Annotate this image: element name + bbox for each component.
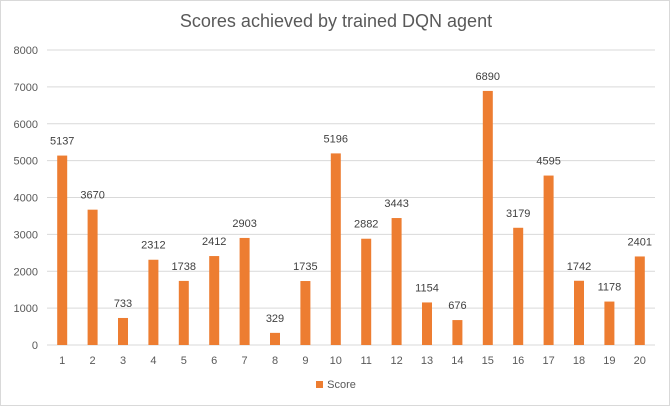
data-label: 2312 xyxy=(141,240,165,252)
bar xyxy=(452,320,463,345)
data-label: 2903 xyxy=(232,218,256,230)
data-label: 5196 xyxy=(324,133,348,145)
bar xyxy=(330,153,341,345)
legend-swatch xyxy=(316,381,324,388)
legend-label: Score xyxy=(327,379,356,391)
data-label: 3179 xyxy=(506,208,530,220)
x-tick-label: 10 xyxy=(330,355,342,367)
x-tick-label: 3 xyxy=(120,355,126,367)
y-tick-label: 6000 xyxy=(14,119,38,131)
bar xyxy=(513,227,524,345)
bar xyxy=(604,301,615,345)
x-tick-label: 13 xyxy=(421,355,433,367)
bar xyxy=(239,237,250,345)
x-tick-label: 11 xyxy=(360,355,371,367)
y-tick-label: 0 xyxy=(32,340,38,352)
y-tick-label: 4000 xyxy=(14,193,38,205)
bar xyxy=(634,256,645,345)
bar xyxy=(148,259,159,345)
bar xyxy=(300,281,311,345)
y-tick-label: 8000 xyxy=(14,45,38,57)
x-tick-label: 19 xyxy=(603,355,615,367)
chart-title: Scores achieved by trained DQN agent xyxy=(179,11,493,31)
y-tick-label: 2000 xyxy=(14,266,38,278)
bar xyxy=(543,175,554,345)
x-tick-label: 8 xyxy=(272,355,278,367)
data-label: 4595 xyxy=(536,156,560,168)
bar xyxy=(391,218,402,345)
bar xyxy=(87,209,98,345)
y-tick-label: 3000 xyxy=(14,229,38,241)
x-tick-label: 1 xyxy=(59,355,65,367)
bar xyxy=(209,256,220,345)
data-label: 329 xyxy=(266,313,284,325)
bar xyxy=(178,280,189,345)
data-label: 1742 xyxy=(567,261,591,273)
data-label: 2401 xyxy=(628,236,652,248)
data-label: 733 xyxy=(114,298,132,310)
data-label: 5137 xyxy=(50,136,74,148)
y-tick-label: 7000 xyxy=(14,82,38,94)
bar xyxy=(270,332,280,345)
bar xyxy=(57,155,68,345)
bar xyxy=(482,90,493,346)
x-tick-label: 4 xyxy=(150,355,156,367)
data-label: 3670 xyxy=(80,190,104,202)
bar xyxy=(422,302,432,345)
data-label: 6890 xyxy=(476,71,500,83)
x-tick-label: 14 xyxy=(451,355,463,367)
bar xyxy=(118,317,128,345)
x-tick-label: 2 xyxy=(90,355,96,367)
x-tick-label: 7 xyxy=(242,355,248,367)
data-label: 3443 xyxy=(384,198,408,210)
data-label: 676 xyxy=(448,300,466,312)
data-label: 1738 xyxy=(172,261,196,273)
x-tick-label: 20 xyxy=(634,355,646,367)
x-tick-label: 12 xyxy=(390,355,402,367)
x-tick-label: 17 xyxy=(542,355,554,367)
data-label: 2412 xyxy=(202,236,226,248)
x-tick-label: 18 xyxy=(573,355,585,367)
x-tick-label: 16 xyxy=(512,355,524,367)
y-tick-label: 1000 xyxy=(14,303,38,315)
data-label: 1178 xyxy=(598,282,622,294)
data-label: 1735 xyxy=(293,261,317,273)
data-label: 2882 xyxy=(354,219,378,231)
x-tick-label: 5 xyxy=(181,355,187,367)
x-tick-label: 15 xyxy=(482,355,494,367)
data-label: 1154 xyxy=(415,282,439,294)
legend: Score xyxy=(1,379,670,391)
x-tick-label: 6 xyxy=(211,355,217,367)
bar xyxy=(361,238,372,345)
y-tick-label: 5000 xyxy=(14,156,38,168)
x-tick-label: 9 xyxy=(302,355,308,367)
bar xyxy=(574,280,584,345)
